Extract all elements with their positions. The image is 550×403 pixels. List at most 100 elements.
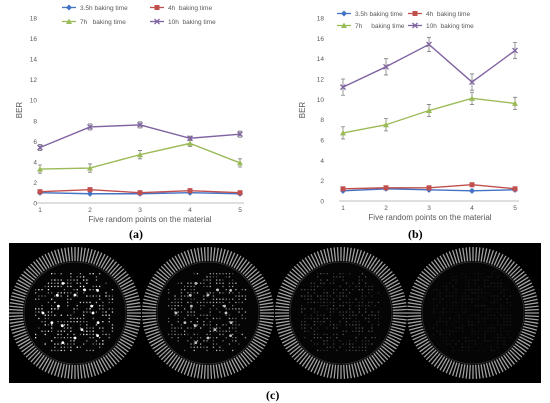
bit-dot <box>225 330 227 332</box>
bit-dot <box>83 317 85 320</box>
bit-dot <box>57 282 59 284</box>
bit-dot <box>228 321 231 323</box>
bit-dot <box>368 289 370 291</box>
bit-dot <box>212 330 215 332</box>
bit-dot <box>200 305 202 307</box>
legend-marker <box>341 10 347 17</box>
bit-dot <box>54 314 56 316</box>
bit-dot <box>503 317 505 320</box>
bit-dot <box>180 295 183 297</box>
bit-dot <box>95 343 98 345</box>
data-point <box>383 63 389 70</box>
legend-label: 3.5h baking time <box>355 11 403 18</box>
bit-dot <box>481 305 483 307</box>
bit-dot <box>70 279 72 281</box>
bit-dot <box>235 301 237 304</box>
bit-dot <box>377 321 380 323</box>
bit-dot <box>371 285 373 288</box>
bit-dot <box>339 295 341 297</box>
bit-dot <box>232 349 234 352</box>
bit-dot <box>193 346 195 348</box>
bit-dot <box>323 340 325 342</box>
alignment-mark <box>223 304 227 308</box>
bit-dot <box>477 317 480 320</box>
bit-dot <box>506 321 508 323</box>
bit-dot <box>171 301 173 304</box>
bit-dot <box>461 311 464 313</box>
bit-dot <box>465 282 467 284</box>
bit-dot <box>326 333 328 336</box>
bit-dot <box>471 301 473 304</box>
bit-dot <box>339 292 341 294</box>
data-point <box>87 123 93 130</box>
bit-dot <box>73 295 75 297</box>
bit-dot <box>190 343 192 345</box>
bit-dot <box>345 311 348 313</box>
bit-dot <box>374 314 376 316</box>
bit-dot <box>477 330 480 332</box>
bit-dot <box>187 340 189 342</box>
bit-dot <box>177 314 179 316</box>
bit-dot <box>102 327 104 329</box>
bit-dot <box>38 327 40 329</box>
bit-dot <box>477 321 480 323</box>
bit-dot <box>323 298 325 300</box>
alignment-mark <box>90 304 93 308</box>
bit-dot <box>209 324 211 326</box>
bit-dot <box>79 321 82 323</box>
bit-dot <box>38 289 40 291</box>
bit-dot <box>60 292 62 294</box>
bit-dot <box>171 305 173 307</box>
bit-dot <box>333 298 335 300</box>
bit-dot <box>329 317 332 320</box>
series-1 <box>37 187 243 196</box>
bit-dot <box>329 321 332 323</box>
bit-dot <box>329 311 332 313</box>
bit-dot <box>465 295 467 297</box>
bit-dot <box>174 327 176 329</box>
bit-dot <box>219 273 221 275</box>
bit-dot <box>371 330 373 332</box>
bit-dot <box>474 289 476 291</box>
bit-dot <box>47 330 50 332</box>
disc-inner-area <box>156 261 260 365</box>
bit-dot <box>442 333 444 336</box>
bit-dot <box>73 321 75 323</box>
bit-dot <box>345 330 348 332</box>
bit-dot <box>57 337 59 339</box>
bit-dot <box>452 285 454 288</box>
bit-dot <box>73 311 75 313</box>
bit-dot <box>301 305 303 307</box>
bit-dot <box>70 298 72 300</box>
bit-dot <box>304 289 306 291</box>
bit-dot <box>506 298 508 300</box>
bit-dot <box>168 292 170 294</box>
bit-dot <box>92 273 94 275</box>
bit-dot <box>60 285 62 288</box>
bit-dot <box>222 349 224 352</box>
bit-dot <box>51 314 53 316</box>
bit-dot <box>445 317 448 320</box>
bit-dot <box>184 349 186 352</box>
bit-dot <box>310 282 312 284</box>
bit-dot <box>102 321 104 323</box>
bit-dot <box>329 295 332 297</box>
bit-dot <box>317 314 319 316</box>
bit-dot <box>365 305 367 307</box>
bit-dot <box>47 289 50 291</box>
bit-dot <box>73 333 75 336</box>
bit-dot <box>187 285 189 288</box>
bit-dot <box>76 346 78 348</box>
bit-dot <box>506 289 508 291</box>
bit-dot <box>361 289 364 291</box>
bit-dot <box>83 314 85 316</box>
bit-dot <box>196 282 199 284</box>
bit-dot <box>241 333 243 336</box>
bit-dot <box>503 308 505 310</box>
alignment-mark <box>80 328 84 331</box>
bit-dot <box>108 314 110 316</box>
bit-dot <box>190 327 192 329</box>
bit-dot <box>323 295 325 297</box>
bit-dot <box>465 301 467 304</box>
data-point <box>469 182 475 188</box>
